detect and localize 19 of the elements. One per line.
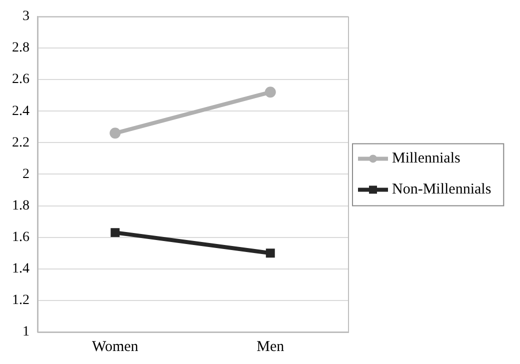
point — [266, 248, 275, 258]
y-tick-label: 1 — [22, 324, 30, 340]
y-tick-label: 1.4 — [12, 262, 30, 277]
y-tick-label: 1.8 — [12, 198, 30, 214]
y-tick-label: 2.6 — [12, 72, 30, 88]
y-tick-label: 2.4 — [12, 104, 30, 119]
x-tick-label: Men — [256, 338, 285, 355]
point — [110, 228, 120, 238]
point — [264, 86, 276, 98]
legend-label: Non-Millennials — [392, 182, 492, 198]
y-tick-label: 1.6 — [12, 230, 30, 245]
y-tick-label: 2.8 — [12, 40, 30, 56]
y-tick-label: 2.2 — [12, 135, 30, 150]
legend-label: Millennials — [392, 150, 460, 167]
y-tick-label: 3 — [22, 9, 30, 24]
point — [110, 128, 121, 139]
y-tick-label: 1.2 — [12, 293, 30, 308]
x-tick-label: Women — [92, 338, 139, 355]
y-tick-label: 2 — [22, 166, 30, 182]
